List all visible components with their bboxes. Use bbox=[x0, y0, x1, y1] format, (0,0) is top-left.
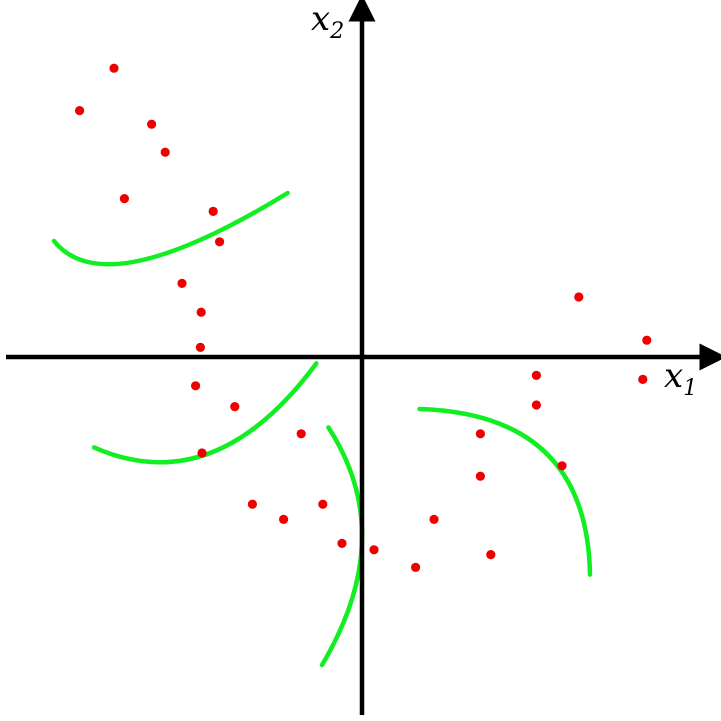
curves-layer bbox=[51, 190, 593, 668]
green-curve-4 bbox=[417, 406, 593, 577]
x2-axis-label: x2 bbox=[311, 0, 344, 44]
data-point-24 bbox=[486, 550, 496, 560]
x1-label-subscript: 1 bbox=[683, 376, 697, 401]
data-point-7 bbox=[215, 237, 225, 247]
data-point-27 bbox=[531, 370, 542, 380]
data-point-22 bbox=[475, 429, 485, 439]
x2-label-subscript: 2 bbox=[329, 19, 344, 44]
data-point-14 bbox=[296, 429, 306, 439]
data-point-2 bbox=[75, 106, 85, 116]
data-point-19 bbox=[369, 545, 379, 555]
data-point-20 bbox=[411, 562, 421, 573]
data-point-1 bbox=[109, 63, 119, 73]
data-point-8 bbox=[177, 278, 187, 288]
data-point-18 bbox=[337, 538, 347, 549]
x1-label-base: x bbox=[664, 356, 683, 396]
data-point-10 bbox=[195, 342, 205, 352]
data-point-11 bbox=[191, 381, 201, 391]
data-point-3 bbox=[147, 119, 157, 129]
green-curve-2 bbox=[91, 361, 319, 465]
data-point-26 bbox=[531, 400, 542, 410]
data-point-13 bbox=[197, 448, 207, 458]
data-point-28 bbox=[574, 292, 584, 302]
data-point-21 bbox=[429, 514, 439, 525]
data-point-5 bbox=[119, 194, 129, 204]
data-point-25 bbox=[557, 461, 567, 471]
data-point-6 bbox=[208, 206, 218, 216]
data-point-15 bbox=[247, 499, 257, 509]
data-point-30 bbox=[638, 374, 648, 384]
data-point-12 bbox=[230, 402, 240, 412]
data-point-16 bbox=[279, 514, 289, 525]
x1-axis-label: x1 bbox=[664, 356, 697, 401]
data-point-9 bbox=[196, 307, 206, 317]
data-point-17 bbox=[318, 499, 328, 509]
data-point-4 bbox=[160, 147, 170, 157]
green-curve-1 bbox=[51, 190, 290, 267]
data-point-29 bbox=[642, 335, 652, 345]
x2-label-base: x bbox=[311, 0, 330, 39]
points-layer bbox=[75, 63, 652, 573]
data-point-23 bbox=[475, 471, 485, 481]
